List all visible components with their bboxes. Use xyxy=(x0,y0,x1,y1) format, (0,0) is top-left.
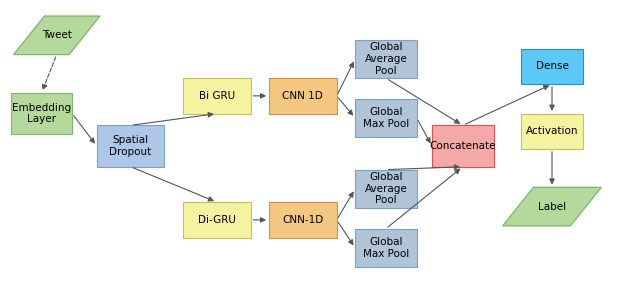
Text: Dense: Dense xyxy=(536,61,569,71)
Text: Bi GRU: Bi GRU xyxy=(198,91,235,101)
Text: Concatenate: Concatenate xyxy=(430,141,496,151)
FancyBboxPatch shape xyxy=(355,99,417,137)
Text: Global
Max Pool: Global Max Pool xyxy=(363,107,409,129)
FancyBboxPatch shape xyxy=(521,49,583,84)
FancyBboxPatch shape xyxy=(269,202,337,238)
Text: Global
Max Pool: Global Max Pool xyxy=(363,237,409,259)
Text: Tweet: Tweet xyxy=(42,30,72,40)
Text: Activation: Activation xyxy=(526,126,578,136)
FancyBboxPatch shape xyxy=(521,114,583,149)
FancyBboxPatch shape xyxy=(269,78,337,114)
Polygon shape xyxy=(14,16,100,55)
FancyBboxPatch shape xyxy=(355,229,417,267)
Text: Spatial
Dropout: Spatial Dropout xyxy=(109,135,151,157)
FancyBboxPatch shape xyxy=(432,125,494,167)
Text: Di-GRU: Di-GRU xyxy=(198,215,235,225)
FancyBboxPatch shape xyxy=(183,202,250,238)
Text: CNN 1D: CNN 1D xyxy=(282,91,323,101)
Polygon shape xyxy=(503,187,601,226)
Text: Global
Average
Pool: Global Average Pool xyxy=(365,172,407,205)
Text: CNN-1D: CNN-1D xyxy=(282,215,323,225)
FancyBboxPatch shape xyxy=(355,40,417,78)
FancyBboxPatch shape xyxy=(11,93,72,134)
Text: Label: Label xyxy=(538,201,566,212)
FancyBboxPatch shape xyxy=(183,78,250,114)
FancyBboxPatch shape xyxy=(97,125,164,167)
FancyBboxPatch shape xyxy=(355,170,417,208)
Text: Global
Average
Pool: Global Average Pool xyxy=(365,42,407,76)
Text: Embedding
Layer: Embedding Layer xyxy=(12,103,71,124)
